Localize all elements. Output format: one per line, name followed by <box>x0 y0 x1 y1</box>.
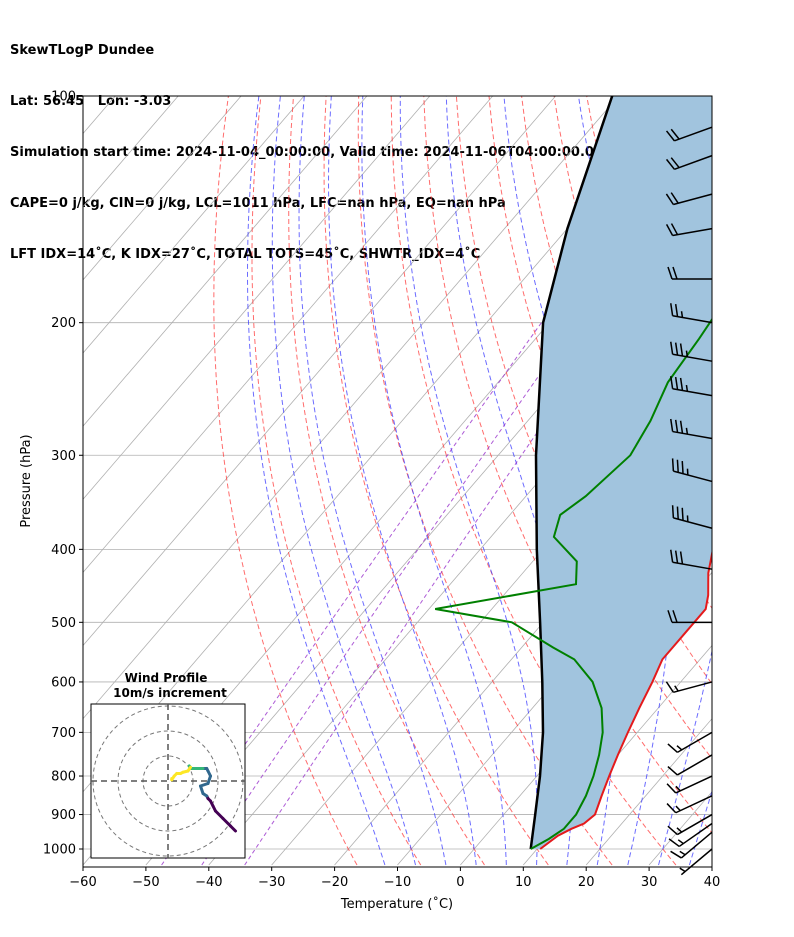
dry-adiabat <box>288 96 485 866</box>
moist-adiabat <box>578 96 674 866</box>
y-tick-label: 200 <box>51 316 76 331</box>
hodograph-segment <box>214 809 225 820</box>
wind-barb <box>670 341 713 362</box>
y-axis-ticks: 1000 900 800 700 600 500 400 300 200 100 <box>43 90 83 858</box>
wind-barbs <box>665 126 713 876</box>
dry-adiabat <box>323 96 549 866</box>
moist-adiabat <box>399 96 538 865</box>
wind-barb <box>665 223 713 237</box>
x-tick-label: −60 <box>69 875 96 890</box>
wind-barb <box>670 831 713 859</box>
chart-title-block: SkewTLogP Dundee Lat: 56.45 Lon: -3.03 S… <box>10 8 603 280</box>
wind-barb <box>670 303 713 324</box>
y-tick-label: 900 <box>51 808 76 823</box>
title-location: Lat: 56.45 Lon: -3.03 <box>10 94 172 109</box>
parcel-profile-line <box>529 96 614 850</box>
hodograph-inset: Wind Profile 10m/s increment <box>90 671 246 859</box>
y-tick-label: 1000 <box>43 843 76 858</box>
isotherm-line <box>522 644 712 866</box>
x-tick-label: 30 <box>641 875 658 890</box>
x-tick-label: −40 <box>195 875 222 890</box>
isotherm-line <box>83 96 619 720</box>
isotherm-line <box>83 96 305 354</box>
isotherm-line <box>83 96 494 574</box>
x-tick-label: −30 <box>258 875 285 890</box>
isotherm-line <box>271 352 712 866</box>
y-tick-label: 100 <box>51 90 76 105</box>
title-station: SkewTLogP Dundee <box>10 43 155 58</box>
wind-barb <box>666 795 713 814</box>
wind-barb <box>667 610 712 624</box>
isotherm-line <box>83 96 242 281</box>
plot-area <box>83 96 712 866</box>
x-axis-ticks: −60 −50 −40 −30 −20 −10 0 10 20 30 40 <box>69 867 720 890</box>
hodograph-segment <box>221 817 232 828</box>
y-axis-label: Pressure (hPa) <box>19 434 34 527</box>
wind-barb <box>665 681 713 694</box>
wind-barb <box>667 731 713 754</box>
wind-barb <box>671 458 713 483</box>
wind-barb <box>670 376 713 397</box>
wind-barb <box>670 549 713 570</box>
moist-adiabat <box>271 96 416 866</box>
y-tick-label: 600 <box>51 675 76 690</box>
y-tick-label: 300 <box>51 449 76 464</box>
dry-adiabat <box>213 96 358 866</box>
temperature-line <box>539 548 712 850</box>
moist-adiabat <box>361 96 507 865</box>
wind-barb <box>665 192 713 206</box>
x-axis-label: Temperature (˚C) <box>340 896 453 912</box>
x-tick-label: 40 <box>704 875 721 890</box>
wind-barb <box>670 418 713 440</box>
y-tick-label: 500 <box>51 616 76 631</box>
moist-adiabat <box>327 96 477 866</box>
y-tick-label: 700 <box>51 726 76 741</box>
dewpoint-line <box>435 317 712 850</box>
isotherm-line <box>83 96 368 427</box>
y-tick-label: 400 <box>51 543 76 558</box>
y-tick-label: 800 <box>51 770 76 785</box>
isotherm-line <box>585 718 712 866</box>
isotherm-line <box>83 96 431 500</box>
hodograph-title: Wind Profile <box>125 671 208 685</box>
moist-adiabat <box>247 96 386 866</box>
wind-barb <box>667 813 713 836</box>
isotherm-line <box>83 96 556 647</box>
moist-adiabat <box>445 96 575 866</box>
hodograph-ring <box>117 730 219 832</box>
moist-adiabat <box>658 96 712 866</box>
x-tick-label: −10 <box>384 875 411 890</box>
isotherm-line <box>711 864 712 865</box>
wind-barb <box>667 754 713 776</box>
wind-barb <box>671 505 713 529</box>
wind-barb <box>679 848 713 876</box>
dry-adiabat <box>251 96 422 866</box>
x-tick-label: 0 <box>456 875 464 890</box>
parcel-shading <box>530 96 712 849</box>
hodograph-subtitle: 10m/s increment <box>113 686 227 700</box>
x-tick-label: 20 <box>578 875 595 890</box>
hodograph-trace <box>170 764 237 833</box>
x-tick-label: 10 <box>515 875 532 890</box>
title-times: Simulation start time: 2024-11-04_00:00:… <box>10 145 603 160</box>
dry-adiabat <box>390 96 677 866</box>
x-tick-label: −20 <box>321 875 348 890</box>
wind-barb <box>667 266 712 280</box>
hodograph-rings <box>91 704 245 858</box>
wind-barb <box>665 154 713 171</box>
wind-barb <box>666 775 713 794</box>
isotherm-line <box>397 498 712 866</box>
moist-adiabat <box>298 96 447 866</box>
x-tick-label: −50 <box>132 875 159 890</box>
wind-barb <box>665 126 713 142</box>
wind-barb <box>668 822 713 848</box>
